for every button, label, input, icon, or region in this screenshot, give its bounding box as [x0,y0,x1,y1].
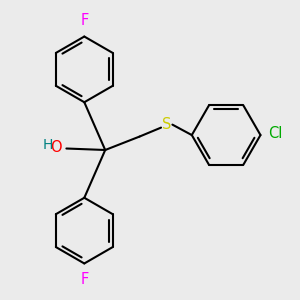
Text: O: O [50,140,62,154]
Text: F: F [80,272,88,287]
Text: H: H [43,138,53,152]
Text: F: F [80,13,88,28]
Text: S: S [162,117,171,132]
Text: Cl: Cl [268,126,282,141]
